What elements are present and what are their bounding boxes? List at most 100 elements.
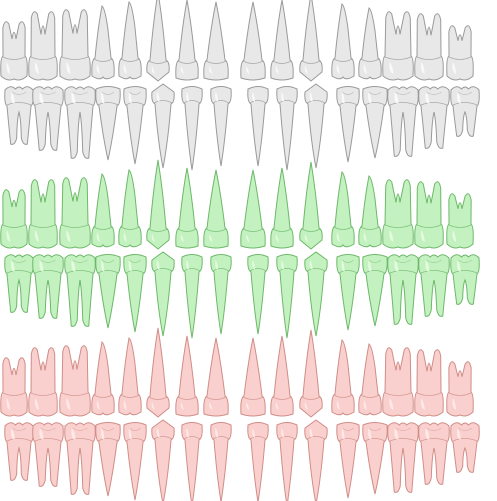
upper-molar-tooth-3 xyxy=(59,177,91,249)
upper-molar-tooth-16 xyxy=(446,361,474,417)
upper-premolar-tooth-5 xyxy=(118,337,142,416)
lower-molar-tooth-3 xyxy=(64,86,96,159)
lower-premolar-tooth-13 xyxy=(362,254,388,327)
lower-premolar-tooth-5 xyxy=(123,86,147,165)
upper-incisor-tooth-9 xyxy=(240,337,266,417)
upper-arch xyxy=(0,327,474,418)
upper-molar-tooth-14 xyxy=(382,11,414,81)
upper-incisor-tooth-8 xyxy=(203,337,229,417)
upper-canine-tooth-11 xyxy=(299,161,323,250)
upper-molar-tooth-1 xyxy=(0,357,28,417)
lower-canine-tooth-11 xyxy=(304,419,328,501)
tooth-set-gray xyxy=(0,0,480,171)
lower-molar-tooth-3 xyxy=(64,254,96,327)
upper-molar-tooth-2 xyxy=(28,347,58,417)
lower-premolar-tooth-4 xyxy=(95,422,121,497)
lower-incisor-tooth-8 xyxy=(210,422,232,501)
upper-premolar-tooth-5 xyxy=(118,1,142,80)
upper-premolar-tooth-12 xyxy=(331,171,355,248)
upper-premolar-tooth-12 xyxy=(331,339,355,416)
upper-molar-tooth-15 xyxy=(414,181,444,249)
lower-canine-tooth-6 xyxy=(151,83,175,169)
upper-incisor-tooth-8 xyxy=(203,1,229,81)
upper-molar-tooth-14 xyxy=(382,347,414,417)
upper-incisor-tooth-7 xyxy=(175,335,199,417)
upper-premolar-tooth-12 xyxy=(331,3,355,80)
upper-canine-tooth-6 xyxy=(146,327,170,418)
lower-molar-tooth-2 xyxy=(32,86,64,151)
lower-premolar-tooth-12 xyxy=(336,254,360,331)
upper-canine-tooth-6 xyxy=(146,159,170,250)
lower-incisor-tooth-9 xyxy=(247,86,269,167)
lower-molar-tooth-15 xyxy=(418,86,450,149)
upper-incisor-tooth-10 xyxy=(270,335,294,417)
lower-incisor-tooth-10 xyxy=(276,254,298,339)
upper-incisor-tooth-9 xyxy=(240,169,266,249)
lower-canine-tooth-6 xyxy=(151,251,175,337)
lower-incisor-tooth-9 xyxy=(247,254,269,335)
tooth-set-green xyxy=(0,159,480,339)
upper-incisor-tooth-8 xyxy=(203,169,229,249)
lower-molar-tooth-14 xyxy=(387,254,419,325)
upper-molar-tooth-15 xyxy=(414,13,444,81)
upper-premolar-tooth-5 xyxy=(118,169,142,248)
lower-incisor-tooth-10 xyxy=(276,86,298,171)
upper-premolar-tooth-4 xyxy=(91,173,115,248)
lower-premolar-tooth-5 xyxy=(123,254,147,333)
tooth-set-pink xyxy=(0,327,480,501)
lower-molar-tooth-14 xyxy=(387,86,419,157)
lower-incisor-tooth-7 xyxy=(181,86,203,171)
lower-molar-tooth-1 xyxy=(4,422,34,481)
upper-molar-tooth-14 xyxy=(382,179,414,249)
lower-premolar-tooth-13 xyxy=(362,422,388,495)
upper-canine-tooth-11 xyxy=(299,329,323,418)
lower-incisor-tooth-7 xyxy=(181,422,203,501)
upper-molar-tooth-2 xyxy=(28,179,58,249)
lower-premolar-tooth-12 xyxy=(336,86,360,163)
upper-incisor-tooth-10 xyxy=(270,167,294,249)
upper-arch xyxy=(0,0,474,82)
upper-incisor-tooth-10 xyxy=(270,0,294,81)
upper-molar-tooth-16 xyxy=(446,193,474,249)
lower-molar-tooth-2 xyxy=(32,422,64,487)
upper-molar-tooth-16 xyxy=(446,25,474,81)
lower-canine-tooth-11 xyxy=(304,83,328,169)
upper-premolar-tooth-4 xyxy=(91,5,115,80)
upper-canine-tooth-11 xyxy=(299,0,323,82)
upper-molar-tooth-1 xyxy=(0,189,28,249)
upper-molar-tooth-15 xyxy=(414,349,444,417)
lower-molar-tooth-3 xyxy=(64,422,96,495)
upper-premolar-tooth-13 xyxy=(358,175,382,248)
lower-premolar-tooth-13 xyxy=(362,86,388,159)
upper-molar-tooth-3 xyxy=(59,345,91,417)
lower-molar-tooth-16 xyxy=(450,422,480,473)
tooth-sets xyxy=(0,0,480,501)
lower-molar-tooth-14 xyxy=(387,422,419,493)
lower-premolar-tooth-5 xyxy=(123,422,147,501)
lower-molar-tooth-16 xyxy=(450,254,480,305)
lower-arch xyxy=(4,251,480,339)
lower-premolar-tooth-12 xyxy=(336,422,360,499)
lower-molar-tooth-15 xyxy=(418,422,450,485)
upper-molar-tooth-1 xyxy=(0,21,28,81)
lower-premolar-tooth-4 xyxy=(95,254,121,329)
upper-canine-tooth-6 xyxy=(146,0,170,82)
lower-molar-tooth-15 xyxy=(418,254,450,317)
upper-incisor-tooth-7 xyxy=(175,167,199,249)
upper-molar-tooth-3 xyxy=(59,9,91,81)
lower-incisor-tooth-10 xyxy=(276,422,298,501)
lower-molar-tooth-16 xyxy=(450,86,480,137)
upper-arch xyxy=(0,159,474,250)
lower-canine-tooth-11 xyxy=(304,251,328,337)
upper-incisor-tooth-9 xyxy=(240,1,266,81)
lower-incisor-tooth-7 xyxy=(181,254,203,339)
lower-arch xyxy=(4,83,480,171)
lower-molar-tooth-1 xyxy=(4,86,34,145)
upper-molar-tooth-2 xyxy=(28,11,58,81)
lower-incisor-tooth-8 xyxy=(210,254,232,335)
lower-canine-tooth-6 xyxy=(151,419,175,501)
upper-premolar-tooth-13 xyxy=(358,343,382,416)
lower-incisor-tooth-8 xyxy=(210,86,232,167)
lower-incisor-tooth-9 xyxy=(247,422,269,501)
